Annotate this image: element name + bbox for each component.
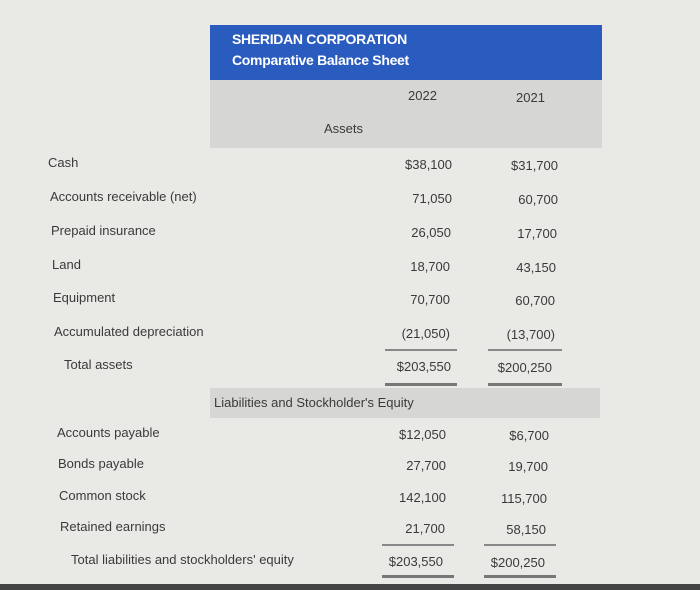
row-label: Bonds payable: [58, 456, 145, 471]
value-2021: $200,250: [490, 555, 545, 570]
row-label: Accounts receivable (net): [50, 189, 197, 204]
value-2021: (13,700): [506, 327, 555, 342]
row-label: Equipment: [53, 290, 116, 305]
value-2021: $6,700: [509, 428, 549, 443]
row-label: Prepaid insurance: [51, 223, 156, 238]
year-2022-header: 2022: [408, 88, 437, 103]
liabilities-heading: Liabilities and Stockholder's Equity: [214, 395, 414, 410]
value-2022: $12,050: [399, 427, 446, 442]
subtotal-line-2022: [382, 544, 454, 546]
year-2021-header: 2021: [516, 90, 545, 105]
value-2022: 26,050: [411, 225, 451, 240]
row-label: Accounts payable: [57, 425, 160, 440]
total-line-2022: [385, 383, 457, 386]
value-2022: 142,100: [399, 490, 446, 505]
company-name: SHERIDAN CORPORATION: [232, 31, 407, 47]
value-2022: $203,550: [396, 359, 451, 374]
subtotal-line-2021: [488, 349, 562, 351]
row-label: Total liabilities and stockholders' equi…: [71, 552, 294, 567]
value-2021: 43,150: [516, 260, 556, 275]
row-label: Retained earnings: [60, 519, 166, 534]
row-label: Land: [52, 257, 81, 272]
value-2022: 71,050: [412, 191, 452, 206]
assets-heading: Assets: [324, 121, 364, 136]
row-label: Common stock: [59, 488, 146, 503]
total-line-2022: [382, 575, 454, 578]
value-2022: 21,700: [405, 521, 445, 536]
value-2022: 27,700: [406, 458, 446, 473]
value-2022: 70,700: [410, 292, 450, 307]
value-2022: 18,700: [410, 259, 450, 274]
subtotal-line-2021: [484, 544, 556, 546]
value-2021: 115,700: [500, 491, 547, 506]
value-2021: 19,700: [508, 459, 548, 474]
total-line-2021: [488, 383, 562, 386]
value-2022: (21,050): [401, 326, 450, 341]
column-header-band: [210, 80, 602, 148]
header-bar: [210, 25, 602, 80]
row-label: Total assets: [64, 357, 133, 372]
value-2021: 60,700: [518, 192, 558, 207]
sheet-title: Comparative Balance Sheet: [232, 52, 409, 68]
subtotal-line-2022: [385, 349, 457, 351]
value-2022: $38,100: [405, 157, 452, 172]
value-2021: 60,700: [515, 293, 555, 308]
row-label: Cash: [48, 155, 79, 170]
value-2022: $203,550: [388, 554, 443, 569]
row-label: Accumulated depreciation: [54, 324, 204, 339]
value-2021: 58,150: [506, 522, 546, 537]
liabilities-band: [210, 388, 600, 418]
value-2021: $31,700: [511, 158, 558, 173]
total-line-2021: [484, 575, 556, 578]
value-2021: 17,700: [517, 226, 557, 241]
screen-bezel: [0, 584, 700, 590]
value-2021: $200,250: [497, 360, 552, 375]
